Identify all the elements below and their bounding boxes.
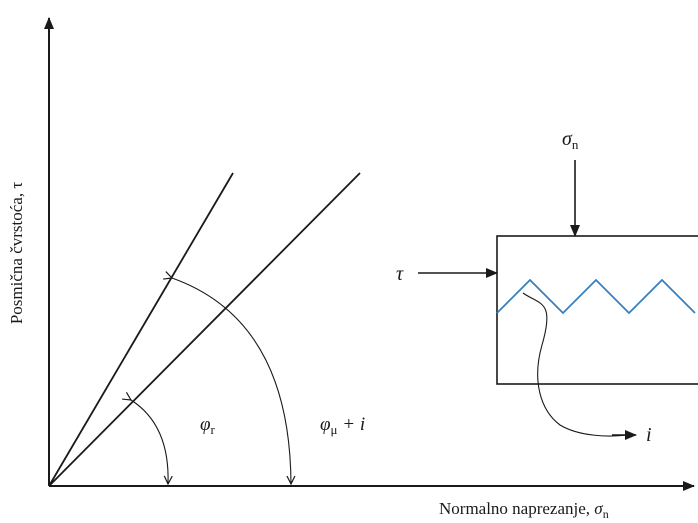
normal-load-label: σn [562,128,579,152]
phi-mu-subscript: μ [331,422,338,437]
specimen-block [496,235,698,385]
x-axis-label: Normalno naprezanje, σn [439,499,609,521]
asperity-pointer-curve [522,292,629,437]
phi-r-subscript: r [211,422,216,437]
shear-load-label: τ [396,263,404,285]
phi-mu-i-angle-arc [172,278,291,484]
x-axis-label-text: Normalno naprezanje, [439,499,594,518]
phi-mu-symbol: φ [320,414,331,435]
phi-mu-i-label: φμ + i [320,414,365,437]
phi-r-angle-arc [131,400,168,484]
y-axis-label: Posmična čvrstoća, τ [7,182,26,324]
x-axis-label-symbol: σ [594,499,603,518]
x-axis-label-subscript: n [603,507,609,521]
residual-envelope-line [48,172,234,487]
normal-load-subscript: n [572,137,579,152]
asperity-label: i [646,424,652,446]
phi-mu-suffix: + i [338,414,366,435]
normal-load-symbol: σ [562,128,573,150]
joint-roughness-profile [496,278,696,315]
phi-r-label: φr [200,414,216,437]
phi-r-symbol: φ [200,414,211,435]
